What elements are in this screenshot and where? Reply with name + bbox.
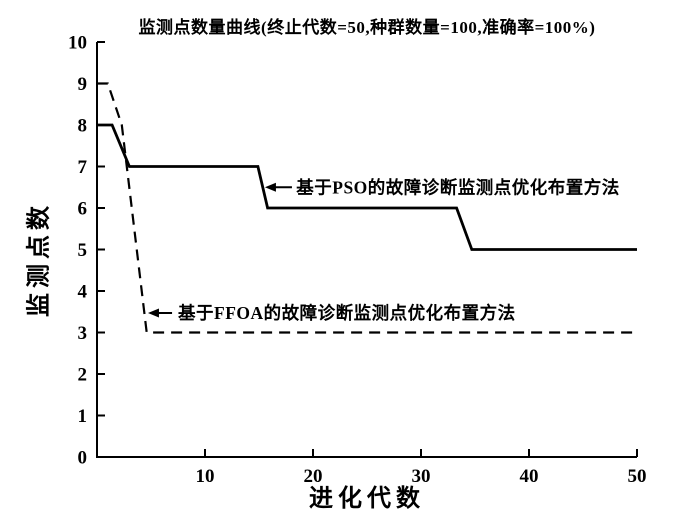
annotation-arrowhead-left-icon <box>147 308 159 318</box>
annotation-label-ffoa: 基于FFOA的故障诊断监测点优化布置方法 <box>177 303 516 323</box>
chart-title: 监测点数量曲线(终止代数=50,种群数量=100,准确率=100%) <box>138 18 596 37</box>
axis-spine <box>96 42 637 458</box>
y-tick-label: 2 <box>78 365 88 386</box>
y-tick-label: 8 <box>78 116 88 137</box>
y-tick-label: 0 <box>78 448 88 469</box>
annotation-ffoa: 基于FFOA的故障诊断监测点优化布置方法 <box>147 303 516 323</box>
y-tick-label: 5 <box>78 240 88 261</box>
y-tick-label: 4 <box>78 282 88 303</box>
x-tick-label: 20 <box>304 466 323 487</box>
x-axis-label: 进化代数 <box>309 486 425 512</box>
x-tick-label: 40 <box>520 466 539 487</box>
y-tick-label: 6 <box>78 199 88 220</box>
y-tick-label: 1 <box>78 406 88 427</box>
series-line-ffoa <box>97 82 637 334</box>
series-line-pso <box>97 123 637 251</box>
y-tick-label: 3 <box>78 323 88 344</box>
y-tick-label: 7 <box>78 157 88 178</box>
annotation-pso: 基于PSO的故障诊断监测点优化布置方法 <box>264 177 620 197</box>
x-tick-label: 10 <box>196 466 215 487</box>
y-axis-label: 监测点数 <box>26 201 53 317</box>
axes: 0 1 2 3 4 5 6 7 8 9 10 10 20 30 40 50 <box>68 33 647 488</box>
annotation-label-pso: 基于PSO的故障诊断监测点优化布置方法 <box>295 177 620 197</box>
x-tick-label: 30 <box>412 466 431 487</box>
y-tick-label: 9 <box>78 74 88 95</box>
x-tick-label: 50 <box>628 466 647 487</box>
annotation-arrowhead-left-icon <box>264 182 276 192</box>
y-tick-label: 10 <box>68 33 87 54</box>
